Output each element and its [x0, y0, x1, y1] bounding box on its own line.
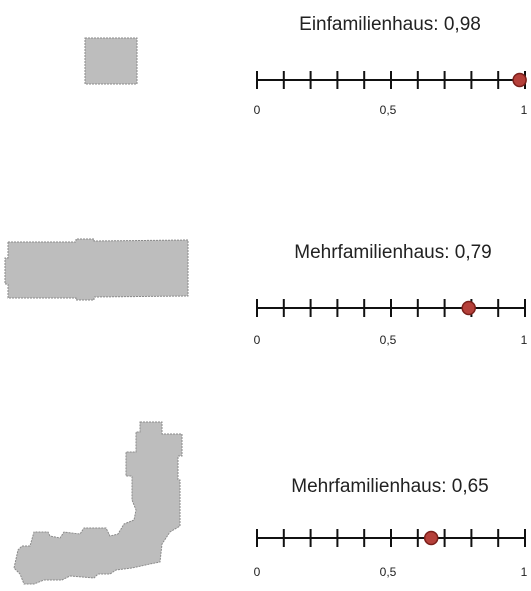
item-row-3: Mehrfamilienhaus: 0,65 0 0,5 1 — [0, 390, 531, 591]
value-marker — [512, 72, 527, 88]
value-scale — [256, 71, 527, 89]
scale-label-max: 1 — [520, 333, 528, 347]
building-footprint-rectangle-icon — [4, 238, 189, 301]
building-footprint-curved-icon — [13, 421, 183, 585]
scale-label-min: 0 — [253, 103, 261, 117]
scale-label-mid: 0,5 — [379, 565, 397, 579]
building-footprint-square-icon — [84, 37, 138, 85]
value-scale — [256, 529, 526, 547]
scale-label-max: 1 — [520, 565, 528, 579]
item-row-2: Mehrfamilienhaus: 0,79 0 0,5 1 — [0, 190, 531, 390]
item-row-1: Einfamilienhaus: 0,98 0 0,5 1 — [0, 0, 531, 190]
value-marker — [461, 300, 476, 316]
item-title: Mehrfamilienhaus: 0,79 — [294, 242, 492, 263]
scale-label-min: 0 — [253, 565, 261, 579]
scale-label-mid: 0,5 — [379, 333, 397, 347]
scale-label-mid: 0,5 — [379, 103, 397, 117]
scale-label-max: 1 — [520, 103, 528, 117]
value-scale — [256, 299, 526, 317]
item-title: Mehrfamilienhaus: 0,65 — [291, 476, 489, 497]
value-marker — [423, 530, 439, 546]
item-title: Einfamilienhaus: 0,98 — [299, 14, 481, 35]
scale-label-min: 0 — [253, 333, 261, 347]
